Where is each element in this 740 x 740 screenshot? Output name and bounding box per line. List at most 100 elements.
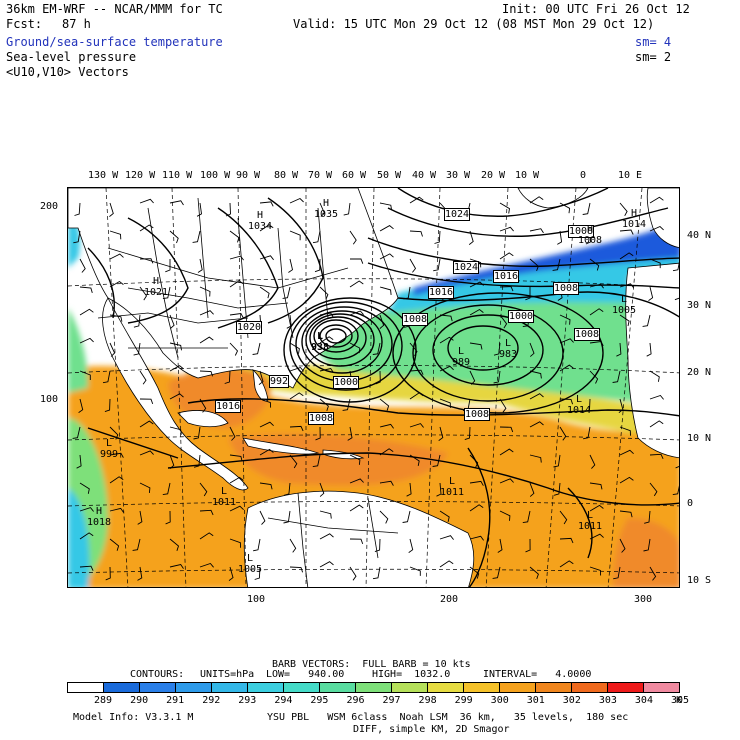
wind-barb	[229, 476, 244, 484]
wind-barb	[347, 426, 353, 441]
longitude-tick-label: 30 W	[446, 170, 471, 181]
colorbar-tick-label: 293	[238, 695, 257, 706]
colorbar-swatch	[572, 683, 608, 692]
wind-barb	[315, 426, 321, 441]
wind-barb	[649, 370, 660, 382]
wind-barb	[529, 228, 544, 234]
grid-index-bottom-100: 100	[247, 594, 266, 605]
wind-barb	[409, 566, 421, 576]
wind-barb	[312, 454, 321, 468]
colorbar-swatch	[212, 683, 248, 692]
wind-barb	[379, 510, 389, 524]
wind-barb	[342, 398, 351, 411]
longitude-tick-label: 130 W	[88, 170, 119, 181]
isobar-label: 1016	[428, 286, 455, 299]
wind-barb	[259, 286, 270, 299]
isobar-label: 1008	[568, 225, 595, 238]
colorbar-tick-label: 290	[130, 695, 149, 706]
wind-barb	[193, 426, 201, 440]
wind-barb	[349, 280, 364, 288]
wind-barb	[289, 392, 304, 400]
colorbar-tick-label: 304	[634, 695, 653, 706]
grid-index-left-100: 100	[40, 394, 59, 405]
wind-barb	[139, 224, 154, 232]
colorbar-tick-label: 295	[310, 695, 329, 706]
wind-barb	[109, 230, 122, 240]
wind-barb	[289, 342, 300, 354]
wind-barb	[137, 510, 143, 525]
wind-barb	[643, 538, 651, 552]
wind-barb	[439, 336, 454, 344]
colorbar-swatch	[320, 683, 356, 692]
field-vectors: <U10,V10> Vectors	[6, 65, 129, 79]
wind-barb	[438, 426, 444, 441]
wind-barb	[254, 566, 261, 580]
wind-barb	[589, 283, 604, 289]
wind-barb	[619, 476, 634, 484]
wind-barb	[105, 566, 111, 581]
wind-barb	[559, 426, 567, 441]
contour-interval: INTERVAL= 4.0000	[483, 669, 592, 680]
pressure-center: L 989	[452, 346, 471, 368]
wind-barb	[433, 258, 441, 272]
longitude-tick-label: 10 W	[515, 170, 540, 181]
pressure-center: L 983	[499, 338, 518, 360]
forecast-hour: 87 h	[62, 17, 91, 31]
wind-barb	[283, 510, 291, 524]
wind-barb	[613, 566, 621, 580]
pressure-center: H 1035	[314, 198, 339, 220]
wind-barb	[109, 538, 120, 551]
wind-barb	[409, 369, 424, 375]
colorbar-swatch	[248, 683, 284, 692]
wind-barb	[109, 202, 114, 217]
wind-barb	[499, 314, 508, 329]
wind-barb	[289, 366, 304, 372]
wind-barb	[169, 538, 180, 551]
wind-barb	[469, 281, 484, 288]
wind-barb	[133, 342, 141, 356]
wind-barb	[319, 336, 334, 344]
wind-barb	[439, 535, 454, 540]
wind-barb	[319, 533, 334, 540]
longitude-tick-label: 50 W	[377, 170, 402, 181]
wind-barb	[197, 258, 203, 273]
wind-barb	[349, 504, 364, 512]
wind-barb	[582, 202, 591, 215]
wind-barb	[469, 504, 484, 512]
latitude-tick-label: 10 N	[687, 433, 712, 444]
wind-barb	[79, 308, 94, 316]
isobar-label: 1020	[236, 321, 263, 334]
wind-barb	[169, 365, 184, 372]
wind-barb	[469, 535, 484, 541]
wind-barb	[229, 342, 239, 356]
colorbar-swatch	[356, 683, 392, 692]
wind-barb	[319, 202, 325, 217]
wind-barb	[165, 510, 171, 525]
wind-barb	[619, 449, 634, 456]
colorbar-swatch	[500, 683, 536, 692]
wind-barb	[499, 510, 511, 521]
wind-barb	[529, 482, 535, 497]
wind-barb	[229, 230, 240, 243]
wind-barb	[162, 286, 171, 300]
wind-barb	[228, 566, 234, 581]
wind-barb	[319, 510, 332, 519]
longitude-tick-label: 110 W	[162, 170, 193, 181]
colorbar-tick-label: 302	[562, 695, 581, 706]
grid-index-left-200: 200	[40, 201, 59, 212]
colorbar-swatch	[644, 683, 679, 692]
pressure-center: H 1008	[578, 224, 603, 246]
wind-barb	[259, 398, 272, 408]
wind-barb	[199, 532, 214, 540]
wind-barb	[139, 286, 148, 301]
wind-barb	[225, 202, 231, 217]
wind-barb	[73, 230, 81, 244]
wind-barb	[618, 398, 624, 413]
wind-barb	[559, 510, 568, 525]
wind-barb	[408, 538, 414, 553]
wind-barb	[229, 426, 236, 441]
wind-barb	[349, 454, 361, 465]
colorbar-tick-label: 292	[202, 695, 221, 706]
wind-barb	[79, 565, 94, 571]
wind-barb	[649, 453, 664, 459]
